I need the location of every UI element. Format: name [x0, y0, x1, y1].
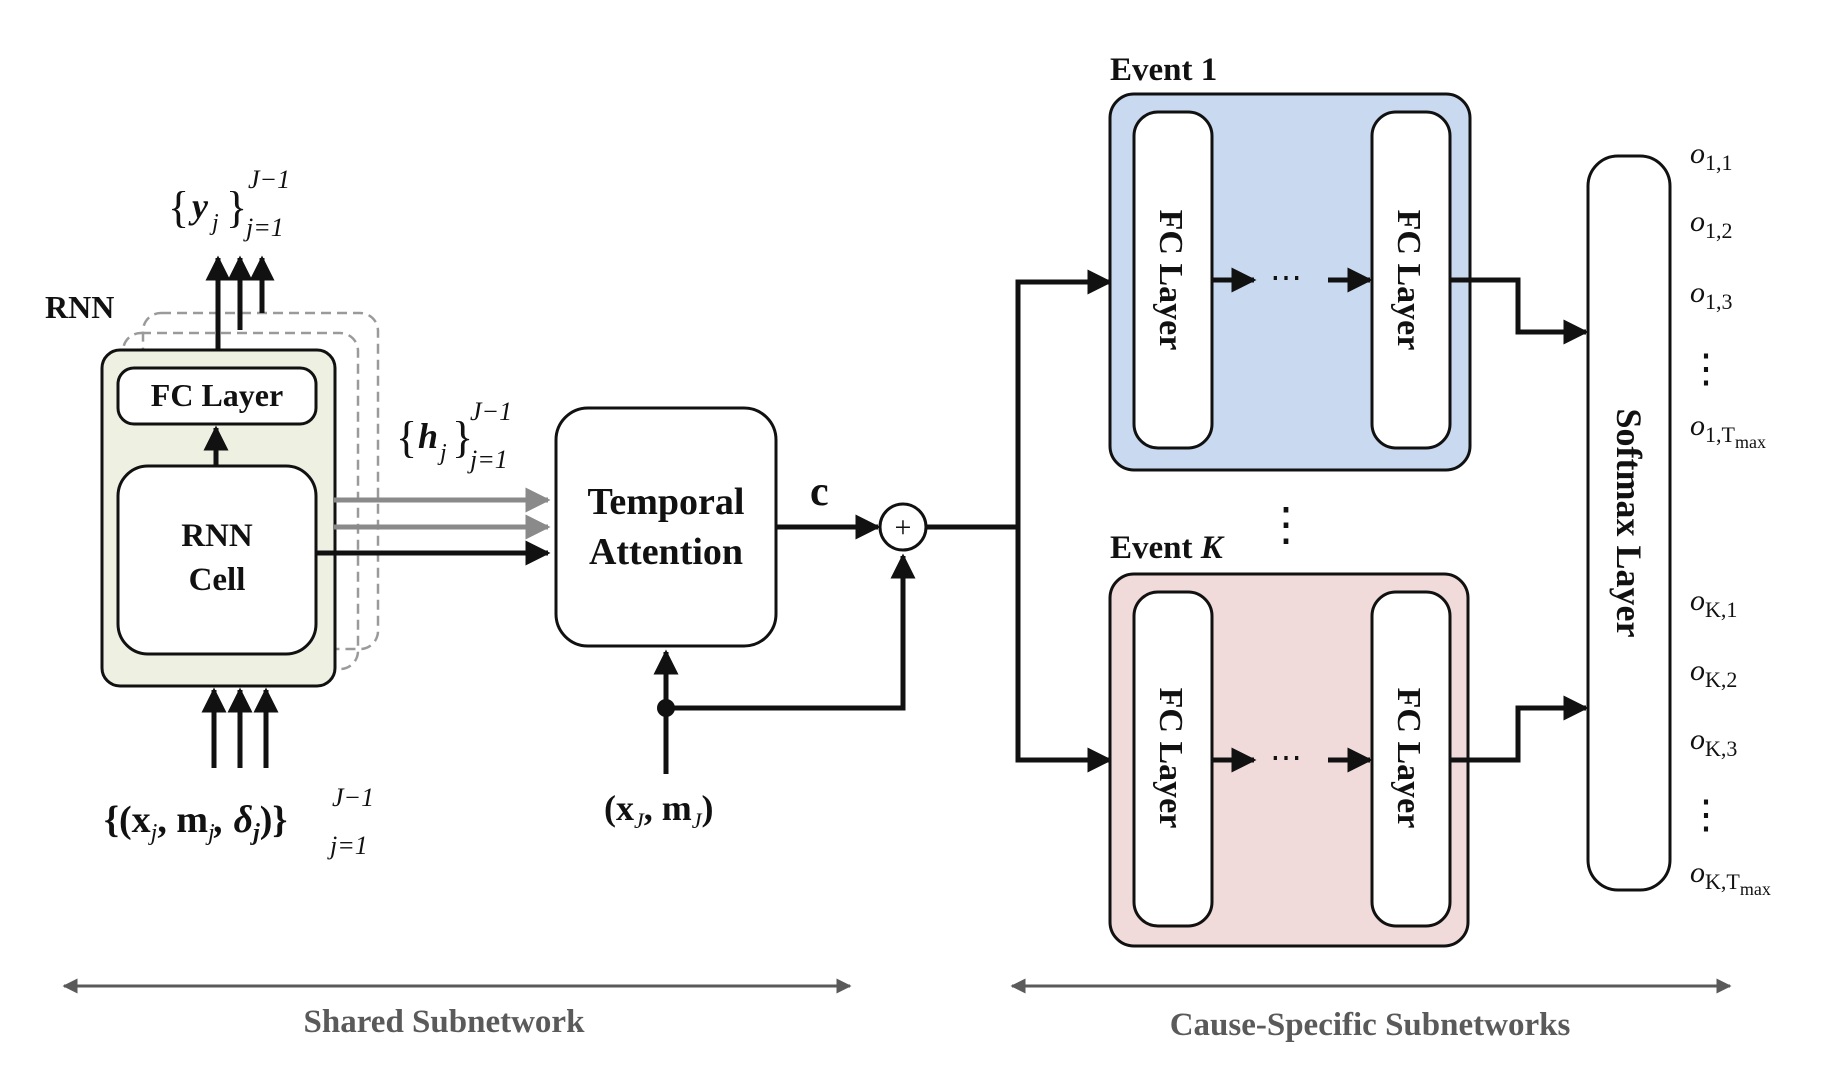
y-output-label: { y j } J−1 j=1: [168, 165, 290, 242]
temporal-attention-box: [554, 406, 778, 648]
eventK-outputs: oK,1 oK,2 oK,3 ⋮ oK,Tmax: [1686, 584, 1771, 899]
event1-outputs: o1,1 o1,2 o1,3 ⋮ o1,Tmax: [1686, 137, 1766, 452]
eventK-label: Event K: [1110, 530, 1225, 566]
cause-section-label: Cause-Specific Subnetworks: [1170, 1007, 1571, 1043]
svg-text:}: }: [452, 413, 473, 462]
xj-to-plus-line: [666, 553, 916, 711]
softmax-label: Softmax Layer: [1609, 409, 1649, 638]
svg-text:j: j: [437, 440, 447, 466]
output-vdots-1: ⋮: [1686, 346, 1726, 391]
svg-text:j: j: [209, 210, 219, 236]
h-label: { h j } J−1 j=1: [396, 397, 512, 474]
softmax-box: [1586, 154, 1672, 892]
svg-text:{: {: [396, 413, 417, 462]
rnn-cell-label-2: Cell: [189, 562, 246, 598]
output-o-K-1: oK,1: [1690, 584, 1737, 622]
rnn-fc-label: FC Layer: [151, 377, 283, 413]
rnn-label: RNN: [45, 289, 114, 325]
rnn-cell-label-1: RNN: [181, 518, 253, 554]
svg-text:j=1: j=1: [243, 213, 284, 242]
svg-text:j=1: j=1: [467, 445, 508, 474]
output-o-1-2: o1,2: [1690, 205, 1733, 243]
output-o-K-tmax: oK,Tmax: [1690, 856, 1771, 899]
eventK-to-softmax-arrow: [1450, 695, 1589, 763]
event1-to-softmax-arrow: [1450, 277, 1589, 345]
eventK-fc-label-1: FC Layer: [1152, 688, 1189, 829]
event1-fc-label-2: FC Layer: [1390, 210, 1427, 351]
svg-text:J−1: J−1: [332, 783, 374, 812]
rnn-block: [100, 311, 380, 688]
eventK-fc-label-2: FC Layer: [1390, 688, 1427, 829]
svg-text:y: y: [188, 186, 209, 226]
svg-text:{(xj, mj, δj)}: {(xj, mj, δj)}: [104, 799, 287, 846]
svg-text:J−1: J−1: [248, 165, 290, 194]
attention-label-1: Temporal: [588, 481, 745, 523]
output-vdots-K: ⋮: [1686, 792, 1726, 837]
plus-symbol: +: [895, 511, 912, 544]
output-o-K-2: oK,2: [1690, 654, 1737, 692]
event1-label: Event 1: [1110, 52, 1217, 88]
svg-text:j=1: j=1: [327, 831, 368, 860]
svg-text:}: }: [226, 183, 247, 232]
svg-text:J−1: J−1: [470, 397, 512, 426]
shared-section-label: Shared Subnetwork: [304, 1004, 586, 1040]
output-o-1-1: o1,1: [1690, 137, 1733, 175]
events-vdots: ⋮: [1263, 499, 1309, 550]
rnn-cell-box: [116, 464, 318, 656]
event1-fc-label-1: FC Layer: [1152, 210, 1189, 351]
context-c-label: c: [810, 469, 829, 515]
output-o-1-3: o1,3: [1690, 276, 1733, 314]
output-o-1-tmax: o1,Tmax: [1690, 409, 1766, 452]
svg-text:h: h: [418, 416, 438, 456]
event1-ellipsis: ⋯: [1270, 259, 1302, 295]
svg-text:{: {: [168, 183, 189, 232]
xj-input-label: (xJ, mJ): [604, 788, 714, 833]
rnn-input-label: {(xj, mj, δj)} J−1 j=1: [104, 783, 374, 860]
split-to-eventK-arrow: [1015, 527, 1113, 773]
attention-label-2: Attention: [589, 531, 743, 573]
eventK-ellipsis: ⋯: [1270, 739, 1302, 775]
output-o-K-3: oK,3: [1690, 723, 1737, 761]
rnn-fc-box: [116, 366, 318, 426]
split-to-event1-arrow: [1015, 269, 1113, 527]
